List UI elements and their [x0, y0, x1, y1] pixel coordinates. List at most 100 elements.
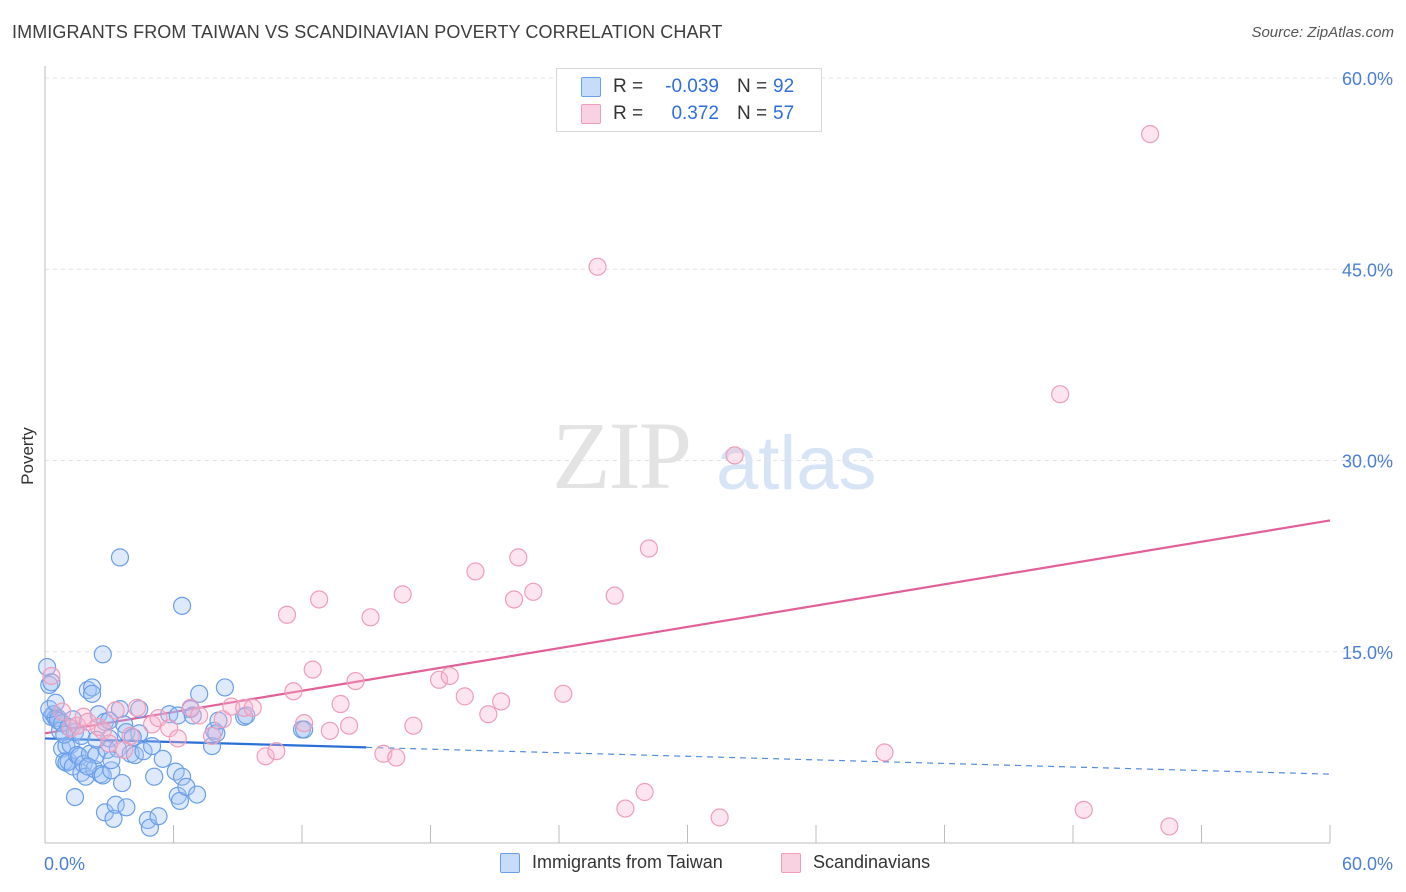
point-taiwan [172, 596, 192, 615]
watermark-zip: ZIP [552, 402, 692, 509]
point-taiwan [106, 795, 125, 814]
point-scandinavian [213, 710, 232, 729]
point-scandinavian [524, 582, 543, 601]
x-tick-label: 0.0% [44, 854, 85, 874]
point-taiwan [145, 767, 164, 786]
point-scandinavian [479, 705, 498, 724]
tick-labels: 15.0% 30.0% 45.0% 60.0% 0.0% 60.0% Poverty [18, 69, 1393, 874]
point-scandinavian [361, 608, 380, 627]
series-legend-scandinavians[interactable]: Scandinavians [781, 852, 930, 873]
point-taiwan [42, 673, 61, 692]
point-taiwan [93, 766, 112, 785]
point-scandinavian [509, 548, 528, 567]
legend-swatch-blue [581, 77, 601, 97]
point-taiwan [117, 798, 136, 817]
trend-lines [44, 519, 1331, 775]
point-taiwan [112, 773, 132, 793]
point-scandinavian [1160, 817, 1179, 836]
legend-n-label: N = [737, 103, 768, 124]
point-scandinavian [554, 684, 573, 703]
point-scandinavian [710, 808, 729, 827]
point-taiwan [65, 787, 85, 807]
legend-row-taiwan: R = -0.039 N = 92 [581, 75, 794, 99]
point-scandinavian [429, 670, 449, 689]
point-scandinavian [106, 701, 125, 720]
point-scandinavian [635, 782, 654, 802]
trend-line-taiwan-extrapolated [366, 746, 1331, 775]
legend-swatch-pink [581, 104, 601, 124]
point-taiwan [46, 693, 65, 712]
point-scandinavian [68, 716, 87, 735]
point-scandinavian [190, 706, 209, 725]
point-scandinavian [267, 742, 286, 761]
y-tick-label: 60.0% [1342, 69, 1393, 89]
point-scandinavian [168, 729, 187, 748]
point-scandinavian [404, 716, 423, 735]
y-tick-label: 45.0% [1342, 260, 1393, 280]
point-taiwan [190, 684, 209, 703]
point-scandinavian [222, 697, 241, 716]
point-taiwan [295, 720, 314, 739]
series-label: Immigrants from Taiwan [532, 852, 723, 872]
point-scandinavian [393, 585, 412, 604]
series-legend-taiwan[interactable]: Immigrants from Taiwan [500, 852, 723, 873]
y-tick-label: 30.0% [1342, 452, 1393, 472]
point-taiwan [83, 678, 102, 697]
point-scandinavian [256, 747, 275, 766]
y-tick-label: 15.0% [1342, 643, 1393, 663]
gridlines [45, 77, 1395, 653]
point-taiwan [102, 761, 121, 780]
point-taiwan [125, 745, 145, 765]
point-scandinavian [346, 671, 365, 691]
point-scandinavian [284, 682, 303, 701]
data-points [38, 125, 1179, 837]
y-axis-title: Poverty [18, 427, 37, 485]
point-scandinavian [243, 698, 262, 717]
point-taiwan [149, 807, 168, 826]
legend-n-value: 92 [773, 76, 795, 97]
trend-line-taiwan [44, 737, 367, 749]
point-taiwan [172, 767, 192, 786]
point-scandinavian [455, 687, 474, 706]
point-taiwan [187, 785, 207, 804]
point-taiwan [215, 678, 234, 697]
point-scandinavian [504, 590, 524, 609]
point-scandinavian [295, 714, 314, 733]
point-scandinavian [42, 666, 61, 686]
series-swatch-pink [781, 852, 801, 873]
point-scandinavian [127, 698, 147, 717]
x-tick-label: 60.0% [1342, 854, 1393, 874]
axes [44, 66, 1331, 844]
legend-n-label: N = [737, 76, 768, 97]
point-taiwan [93, 645, 112, 664]
series-label: Scandinavians [813, 852, 931, 872]
point-scandinavian [1074, 800, 1093, 819]
point-scandinavian [1140, 125, 1160, 144]
stats-legend: R = -0.039 N = 92 R = 0.372 N = 57 [556, 68, 822, 132]
point-scandinavian [605, 586, 624, 605]
point-scandinavian [202, 726, 222, 746]
point-scandinavian [639, 539, 659, 558]
point-scandinavian [387, 748, 406, 767]
point-scandinavian [340, 716, 359, 735]
point-scandinavian [1051, 385, 1070, 404]
legend-r-value: 0.372 [671, 103, 719, 124]
point-taiwan [142, 736, 162, 756]
point-scandinavian [121, 726, 140, 746]
point-scandinavian [53, 702, 72, 721]
point-taiwan [134, 742, 153, 761]
legend-n-value: 57 [773, 103, 795, 124]
point-scandinavian [440, 666, 459, 686]
point-taiwan [104, 809, 123, 828]
point-taiwan [100, 711, 119, 730]
point-scandinavian [303, 660, 322, 679]
watermark-atlas: atlas [716, 421, 877, 506]
legend-r-label: R = [613, 103, 644, 124]
series-legend: Immigrants from Taiwan Scandinavians [0, 852, 1406, 878]
point-taiwan [78, 757, 97, 776]
legend-r-label: R = [613, 76, 644, 97]
chart-title: IMMIGRANTS FROM TAIWAN VS SCANDINAVIAN P… [12, 22, 723, 42]
series-swatch-blue [500, 852, 520, 873]
point-scandinavian [725, 446, 744, 465]
point-scandinavian [310, 590, 329, 609]
